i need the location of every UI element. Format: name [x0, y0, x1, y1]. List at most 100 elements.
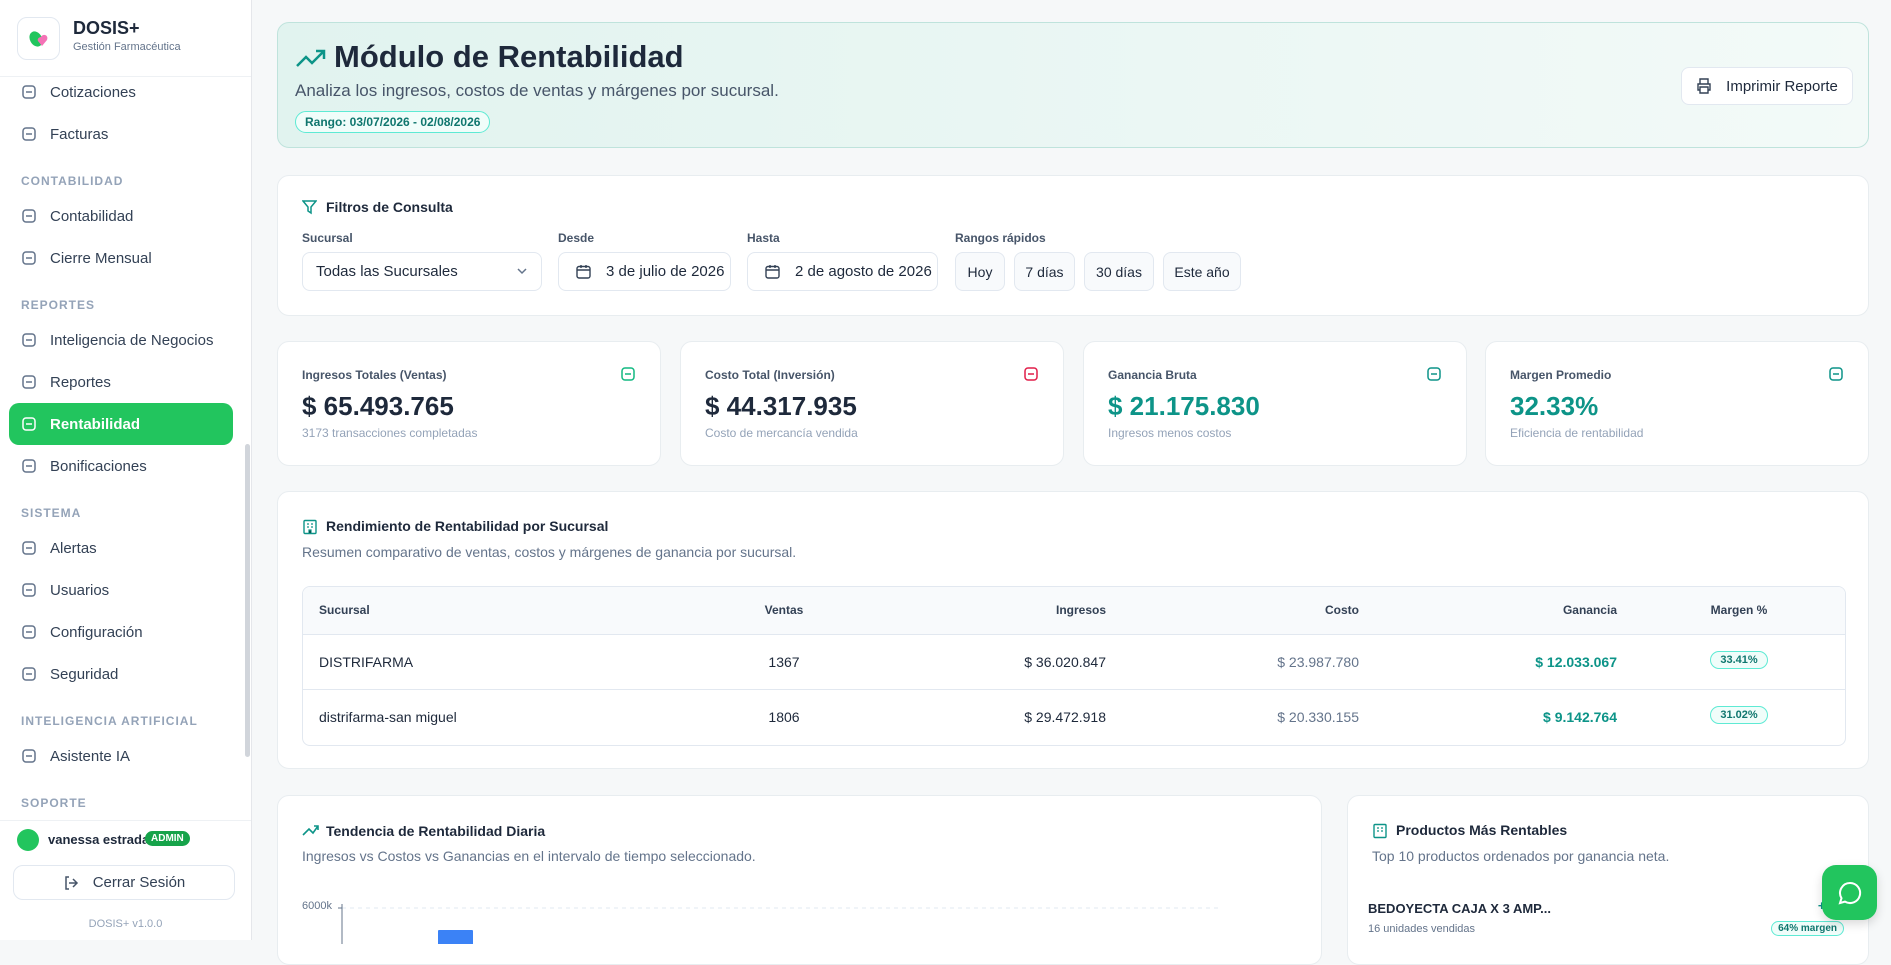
date-value: 2 de agosto de 2026: [795, 263, 932, 280]
chat-button[interactable]: [1822, 865, 1877, 920]
icon: [22, 541, 36, 555]
column-header: Ventas: [764, 603, 804, 617]
scrollbar: [245, 444, 250, 757]
nav-label: Rentabilidad: [50, 415, 141, 433]
kpi-card: Ganancia Bruta $ 21.175.830 Ingresos menos…: [1083, 341, 1467, 466]
table-cell: $ 23.987.780: [1277, 654, 1359, 670]
print-label: Imprimir Reporte: [1726, 77, 1838, 95]
select-value: Todas las Sucursales: [316, 263, 458, 280]
quick-range-button[interactable]: 30 días: [1084, 252, 1154, 291]
icon: [22, 625, 36, 639]
page-subtitle: Analiza los ingresos, costos de ventas y…: [295, 81, 779, 100]
icon: [22, 209, 36, 223]
user-name: vanessa estrada: [48, 832, 150, 847]
nav-item[interactable]: Cotizaciones: [9, 77, 233, 113]
logout-label: Cerrar Sesión: [92, 874, 186, 891]
date-value: 3 de julio de 2026: [606, 263, 725, 280]
table-cell: $ 29.472.918: [1024, 709, 1106, 725]
icon: [22, 333, 36, 347]
date-from[interactable]: 3 de julio de 2026: [558, 252, 731, 291]
icon: [22, 459, 36, 473]
nav-item[interactable]: Contabilidad: [9, 195, 233, 237]
nav-label: Cotizaciones: [50, 83, 136, 101]
print-button[interactable]: Imprimir Reporte: [1681, 67, 1853, 105]
product-units: 16 unidades vendidas: [1368, 923, 1476, 935]
kpi-note: 3173 transacciones completadas: [302, 426, 478, 440]
quick-range-button[interactable]: 7 días: [1014, 252, 1075, 291]
branch-select[interactable]: Todas las Sucursales: [302, 252, 542, 291]
kpi-note: Ingresos menos costos: [1108, 426, 1232, 440]
filters-card: [277, 175, 1869, 316]
nav-item[interactable]: Facturas: [9, 113, 233, 155]
header-card: Módulo de Rentabilidad Analiza los ingre…: [277, 22, 1869, 148]
nav-item[interactable]: Alertas: [9, 527, 233, 569]
filters-title: Filtros de Consulta: [326, 199, 453, 215]
column-header: Ingresos: [1055, 603, 1106, 617]
table-cell: 1367: [768, 654, 800, 670]
nav-label: Reportes: [50, 373, 111, 391]
margin-pill: 31.02%: [1710, 706, 1768, 724]
icon: [22, 749, 36, 763]
product-margin: 64% margen: [1771, 921, 1844, 936]
table-card: Rendimiento de Rentabilidad por Sucursal…: [277, 491, 1869, 769]
range-pill: Rango: 03/07/2026 - 02/08/2026: [295, 111, 491, 133]
table-cell: $ 20.330.155: [1277, 709, 1359, 725]
quick-range-button[interactable]: Hoy: [955, 252, 1005, 291]
brand-tagline: Gestión Farmacéutica: [73, 41, 181, 53]
table-header: Sucursal Ventas Ingresos Costo Ganancia Marge…: [303, 587, 1845, 635]
brand-name: DOSIS+: [73, 18, 140, 38]
filter-icon: [302, 200, 317, 215]
logout-icon: [64, 875, 78, 890]
kpi-value: $ 65.493.765: [302, 391, 454, 421]
trend-card: Tendencia de Rentabilidad Diaria Ingreso…: [277, 795, 1322, 965]
nav-item[interactable]: Inteligencia de Negocios: [9, 319, 233, 361]
divider: [0, 820, 251, 821]
nav-item[interactable]: Usuarios: [9, 569, 233, 611]
product-name: BEDOYECTA CAJA X 3 AMP...: [1368, 901, 1551, 916]
nav-label: Inteligencia de Negocios: [50, 331, 214, 349]
nav-label: Cierre Mensual: [50, 249, 152, 267]
trend-icon: [296, 49, 326, 67]
table-cell: 1806: [768, 709, 800, 725]
column-header: Ganancia: [1562, 603, 1617, 617]
kpi-label: Margen Promedio: [1510, 368, 1612, 382]
nav-section-title: SOPORTE: [21, 796, 87, 810]
kpi-value: 32.33%: [1510, 391, 1599, 421]
nav-item[interactable]: Configuración: [9, 611, 233, 653]
nav-item[interactable]: Bonificaciones: [9, 445, 233, 487]
nav-item[interactable]: Asistente IA: [9, 735, 233, 777]
field-label: Sucursal: [302, 231, 353, 245]
field-label: Rangos rápidos: [955, 231, 1046, 245]
icon: [22, 127, 36, 141]
kpi-label: Costo Total (Inversión): [705, 368, 835, 382]
icon: [1829, 367, 1843, 381]
kpi-card: Ingresos Totales (Ventas) $ 65.493.765 317…: [277, 341, 661, 466]
quick-range-button[interactable]: Este año: [1163, 252, 1241, 291]
kpi-card: Margen Promedio 32.33% Eficiencia de renta…: [1485, 341, 1869, 466]
nav-label: Usuarios: [50, 581, 110, 599]
logout-button[interactable]: Cerrar Sesión: [13, 865, 235, 900]
nav-label: Asistente IA: [50, 747, 131, 765]
kpi-card: Costo Total (Inversión) $ 44.317.935 Costo…: [680, 341, 1064, 466]
nav-item[interactable]: Reportes: [9, 361, 233, 403]
chat-icon: [1837, 881, 1861, 904]
nav-item[interactable]: Rentabilidad: [9, 403, 233, 445]
kpi-value: $ 21.175.830: [1108, 391, 1260, 421]
nav-item[interactable]: Seguridad: [9, 653, 233, 695]
kpi-value: $ 44.317.935: [705, 391, 857, 421]
date-to[interactable]: 2 de agosto de 2026: [747, 252, 938, 291]
icon: [22, 251, 36, 265]
nav-section-title: REPORTES: [21, 298, 96, 312]
table-cell: distrifarma-san miguel: [319, 709, 457, 725]
icon: [1024, 367, 1038, 381]
calendar-icon: [765, 265, 780, 279]
icon: [22, 667, 36, 681]
column-header: Margen %: [1710, 603, 1768, 617]
logo-icon: [28, 30, 47, 47]
table-row: DISTRIFARMA 1367 $ 36.020.847 $ 23.987.780 $…: [303, 635, 1845, 690]
nav-section-title: INTELIGENCIA ARTIFICIAL: [21, 714, 198, 728]
nav-item[interactable]: Cierre Mensual: [9, 237, 233, 279]
version: DOSIS+ v1.0.0: [88, 918, 163, 930]
table-cell: DISTRIFARMA: [319, 654, 414, 670]
